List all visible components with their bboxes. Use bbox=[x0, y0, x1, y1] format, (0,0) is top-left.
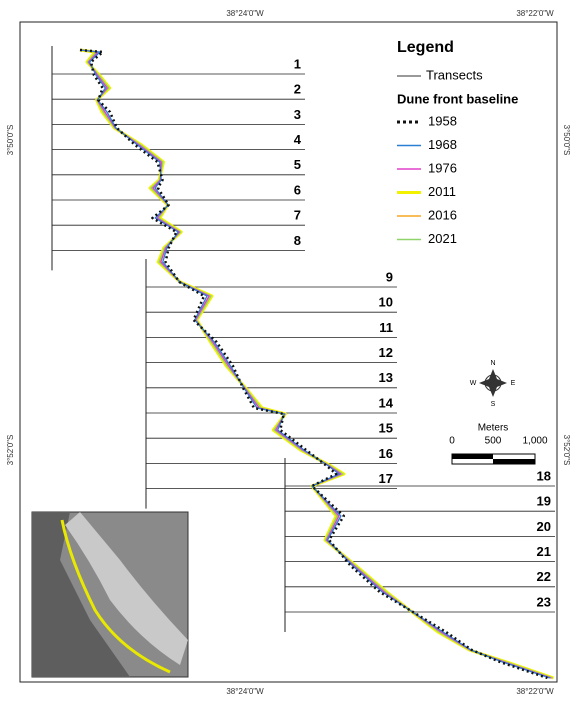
transect-label: 7 bbox=[294, 208, 301, 223]
legend-label: 2021 bbox=[428, 231, 457, 246]
transect-label: 14 bbox=[379, 395, 394, 410]
legend-subtitle: Dune front baseline bbox=[397, 91, 518, 106]
coord-label: 38°24'0"W bbox=[226, 9, 264, 18]
legend-title: Legend bbox=[397, 39, 454, 56]
map: 38°24'0"W 38°22'0"W 38°24'0"W 38°22'0"W … bbox=[0, 0, 577, 702]
coord-label: 38°22'0"W bbox=[516, 687, 554, 696]
transect-label: 9 bbox=[386, 269, 393, 284]
coord-label: 3°50'0"S bbox=[6, 125, 15, 156]
transect-label: 15 bbox=[379, 421, 393, 436]
coord-label: 3°52'0"S bbox=[562, 435, 571, 466]
transect-label: 18 bbox=[537, 468, 551, 483]
transect-label: 21 bbox=[537, 544, 551, 559]
coord-label: 3°52'0"S bbox=[6, 435, 15, 466]
coord-label: 38°22'0"W bbox=[516, 9, 554, 18]
transect-label: 8 bbox=[294, 233, 301, 248]
transect-label: 2 bbox=[294, 82, 301, 97]
transect-label: 23 bbox=[537, 594, 551, 609]
transect-label: 3 bbox=[294, 107, 301, 122]
legend-label: 2016 bbox=[428, 207, 457, 222]
transect-label: 10 bbox=[379, 295, 393, 310]
scale-block bbox=[452, 454, 493, 459]
coord-label: 38°24'0"W bbox=[226, 687, 264, 696]
scale-title: Meters bbox=[478, 423, 509, 434]
legend-label: 1968 bbox=[428, 137, 457, 152]
scale-label: 1,000 bbox=[522, 436, 547, 447]
inset-image bbox=[32, 512, 188, 677]
scale-label: 500 bbox=[485, 436, 502, 447]
transect-label: 12 bbox=[379, 345, 393, 360]
compass-label: N bbox=[490, 360, 495, 367]
compass-label: E bbox=[511, 380, 516, 387]
scale-block bbox=[493, 459, 535, 464]
transect-label: 1 bbox=[294, 56, 301, 71]
legend-label: 2011 bbox=[428, 184, 456, 199]
transect-label: 6 bbox=[294, 182, 301, 197]
compass-label: S bbox=[491, 401, 496, 408]
transect-label: 4 bbox=[294, 132, 302, 147]
compass-label: W bbox=[470, 380, 477, 387]
transect-label: 16 bbox=[379, 446, 393, 461]
coord-label: 3°50'0"S bbox=[562, 125, 571, 156]
legend-label: 1976 bbox=[428, 160, 457, 175]
legend-label: 1958 bbox=[428, 113, 457, 128]
transect-label: 22 bbox=[537, 569, 551, 584]
transect-label: 17 bbox=[379, 471, 393, 486]
scale-label: 0 bbox=[449, 436, 455, 447]
transect-label: 5 bbox=[294, 157, 301, 172]
transect-label: 19 bbox=[537, 494, 551, 509]
transect-label: 11 bbox=[379, 320, 393, 335]
legend-label: Transects bbox=[426, 67, 483, 82]
transect-label: 13 bbox=[379, 370, 393, 385]
transect-label: 20 bbox=[537, 519, 551, 534]
